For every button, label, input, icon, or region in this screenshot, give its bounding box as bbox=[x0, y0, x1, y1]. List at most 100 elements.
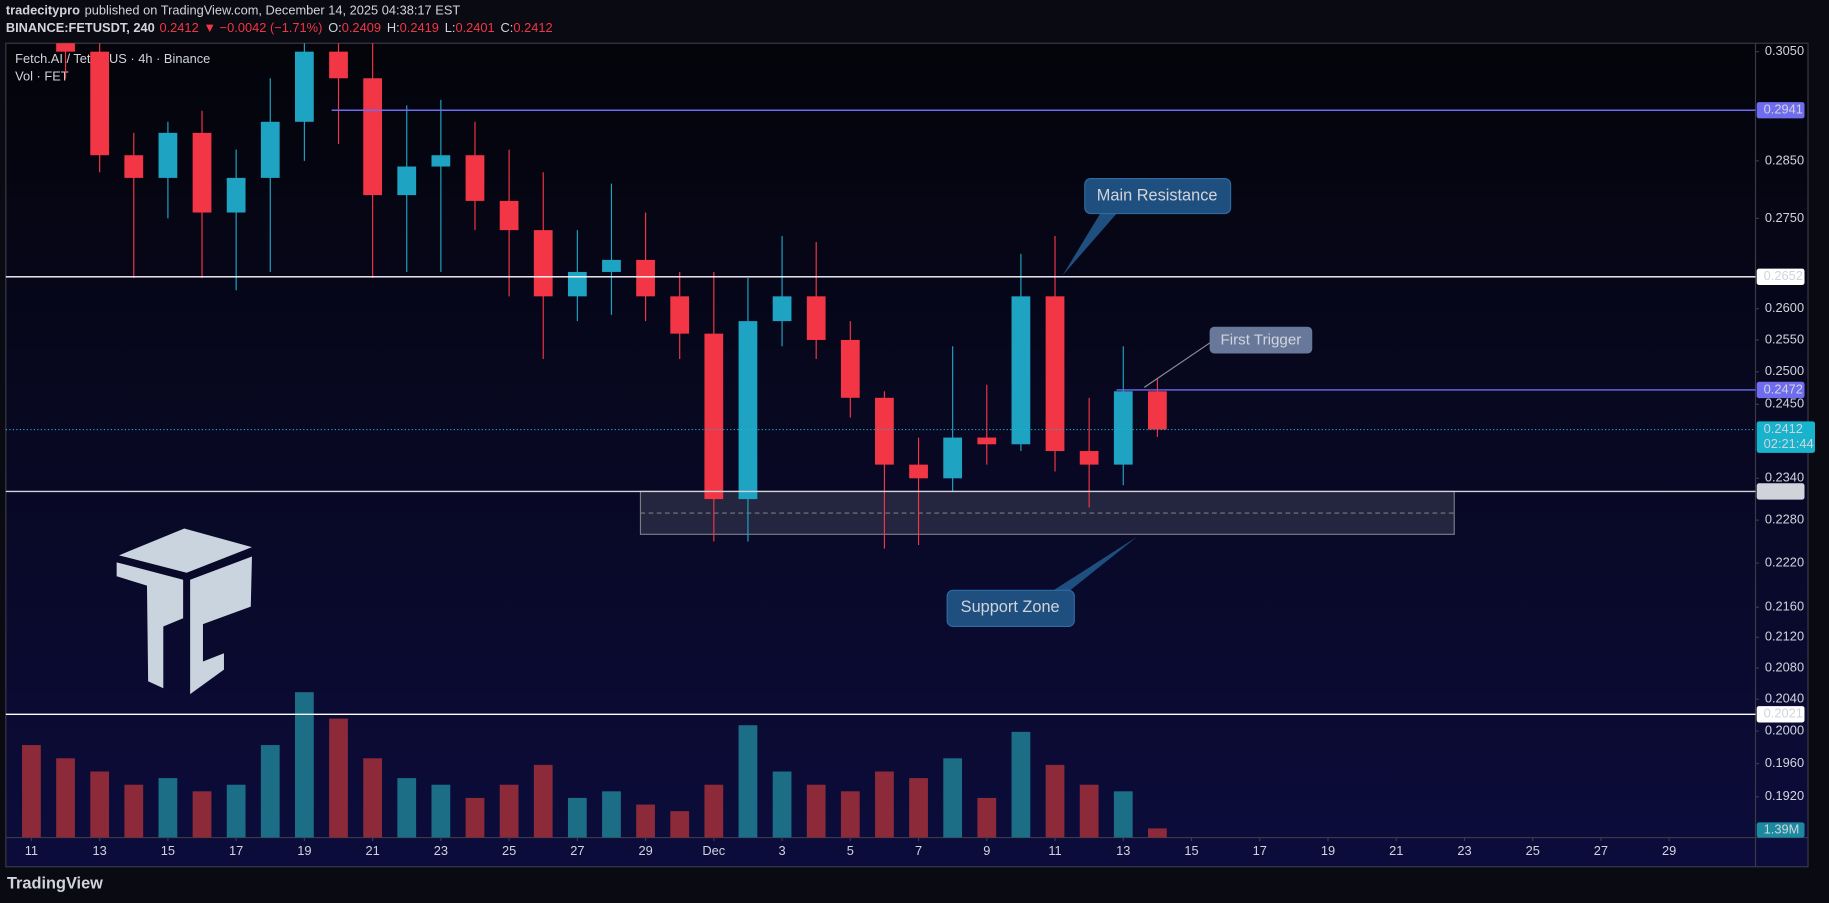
volume-bar bbox=[329, 718, 348, 838]
x-tick-label: 29 bbox=[1662, 843, 1676, 858]
current-price-label: 0.2412 bbox=[1764, 421, 1803, 436]
logo-right bbox=[190, 556, 252, 695]
candle-body bbox=[397, 166, 417, 196]
volume-bar bbox=[192, 791, 212, 838]
callout-main-resistance: Main Resistance bbox=[1062, 177, 1232, 276]
x-tick-label: 23 bbox=[1457, 843, 1471, 858]
y-tick-label: 0.2500 bbox=[1765, 363, 1804, 378]
volume-bar bbox=[977, 797, 997, 838]
candle-body bbox=[192, 132, 212, 213]
callout-pointer bbox=[1143, 340, 1214, 388]
candle-body bbox=[533, 230, 553, 297]
y-tick-label: 0.3050 bbox=[1765, 43, 1804, 58]
volume-bar bbox=[397, 778, 417, 838]
x-tick-label: 29 bbox=[638, 843, 652, 858]
footer-brand: TradingView bbox=[7, 875, 103, 893]
candle-body bbox=[1148, 391, 1167, 430]
plot-area bbox=[22, 43, 1455, 838]
logo-top bbox=[118, 528, 252, 573]
candle-body bbox=[1113, 391, 1133, 465]
callout-first-trigger: First Trigger bbox=[1143, 326, 1313, 388]
x-tick-label: Dec bbox=[702, 843, 725, 858]
published: published on TradingView.com, December 1… bbox=[85, 3, 461, 18]
candle-body bbox=[260, 121, 280, 178]
x-tick-label: 27 bbox=[1594, 843, 1608, 858]
ohlc-label: H: bbox=[387, 21, 400, 36]
candle-body bbox=[158, 132, 178, 178]
ohlc-value: 0.2401 bbox=[455, 21, 494, 36]
callout-pointer bbox=[1049, 536, 1138, 593]
volume-bar bbox=[363, 758, 383, 838]
x-tick-label: 19 bbox=[1321, 843, 1335, 858]
ohlc-value: 0.2419 bbox=[400, 21, 439, 36]
volume-bar bbox=[124, 784, 144, 838]
x-tick-label: 21 bbox=[365, 843, 379, 858]
x-tick-label: 21 bbox=[1389, 843, 1403, 858]
candle-body bbox=[636, 259, 655, 297]
x-tick-label: 13 bbox=[93, 843, 107, 858]
header-line-1: tradecitypro published on TradingView.com… bbox=[6, 3, 461, 18]
y-tick-label: 0.2120 bbox=[1765, 629, 1804, 644]
x-tick-label: 23 bbox=[434, 843, 448, 858]
x-tick-label: 15 bbox=[161, 843, 175, 858]
candle-body bbox=[806, 296, 826, 340]
x-tick-label: 17 bbox=[229, 843, 243, 858]
header-line-2: BINANCE:FETUSDT, 240 0.2412 ▼ −0.0042 (−1.… bbox=[6, 21, 553, 36]
volume-bar bbox=[533, 764, 553, 838]
callout-text: Support Zone bbox=[961, 598, 1060, 616]
candle-body bbox=[329, 51, 348, 79]
volume-bar bbox=[704, 784, 724, 838]
chart-subtitle: Vol · FET bbox=[15, 68, 69, 83]
x-tick-label: 13 bbox=[1116, 843, 1130, 858]
price-label: 0.2472 bbox=[1764, 381, 1803, 396]
x-tick-label: 15 bbox=[1184, 843, 1198, 858]
y-tick-label: 0.2750 bbox=[1765, 210, 1804, 225]
candle-body bbox=[363, 78, 383, 196]
y-tick-label: 0.2340 bbox=[1765, 470, 1804, 485]
price-label: 0.2652 bbox=[1764, 268, 1803, 283]
publisher: tradecitypro bbox=[6, 3, 80, 18]
callout-box bbox=[1209, 326, 1313, 354]
price-label-box bbox=[1756, 706, 1805, 723]
ohlc-label: C: bbox=[501, 21, 514, 36]
ohlc-value: 0.2412 bbox=[513, 21, 552, 36]
change: ▼ −0.0042 (−1.71%) bbox=[203, 21, 322, 36]
volume-bar bbox=[670, 811, 690, 838]
y-tick-label: 0.2160 bbox=[1765, 599, 1804, 614]
callout-support-zone: Support Zone bbox=[946, 536, 1138, 628]
y-tick-label: 0.2000 bbox=[1765, 722, 1804, 737]
x-tick-label: 5 bbox=[847, 843, 854, 858]
candle-body bbox=[772, 296, 792, 322]
support-zone bbox=[639, 490, 1455, 535]
volume-bar bbox=[636, 804, 655, 838]
candle-body bbox=[909, 464, 928, 479]
current-price-box bbox=[1756, 421, 1816, 453]
volume-bar bbox=[295, 692, 314, 838]
chart-title: Fetch.AI / TetherUS · 4h · Binance bbox=[15, 51, 210, 66]
symbol: BINANCE:FETUSDT, 240 bbox=[6, 21, 155, 36]
callout-text: Main Resistance bbox=[1097, 186, 1218, 204]
candle-body bbox=[1011, 296, 1031, 445]
volume-bar bbox=[1045, 764, 1065, 838]
x-tick-label: 25 bbox=[1526, 843, 1540, 858]
price-label-box bbox=[1756, 268, 1805, 285]
x-tick-label: 25 bbox=[502, 843, 516, 858]
volume-last-label: 1.39M bbox=[1764, 821, 1800, 836]
volume-label-box bbox=[1756, 822, 1805, 838]
price-label: 0.2021 bbox=[1764, 706, 1803, 721]
candle-body bbox=[704, 333, 724, 500]
candle-body bbox=[499, 200, 519, 231]
volume-bar bbox=[1148, 828, 1167, 838]
volume-bar bbox=[1079, 784, 1099, 838]
volume-bar bbox=[567, 797, 587, 838]
candle-body bbox=[90, 51, 110, 156]
logo-left bbox=[116, 562, 184, 689]
x-tick-label: 11 bbox=[1048, 843, 1061, 858]
ohlc-value: 0.2409 bbox=[342, 21, 381, 36]
volume-bar bbox=[875, 771, 894, 838]
candle-body bbox=[602, 259, 621, 272]
volume-bar bbox=[22, 745, 41, 838]
volume-bar bbox=[602, 791, 621, 838]
y-tick-label: 0.2550 bbox=[1765, 331, 1804, 346]
x-tick-label: 11 bbox=[25, 843, 38, 858]
